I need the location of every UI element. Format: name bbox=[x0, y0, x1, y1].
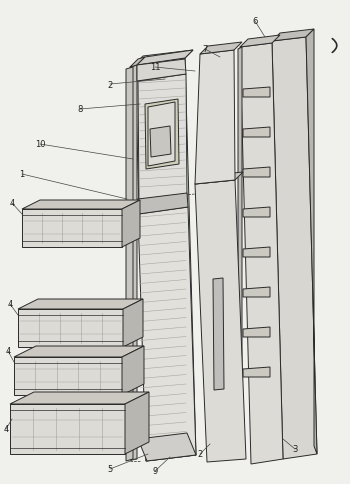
Polygon shape bbox=[138, 433, 196, 461]
Polygon shape bbox=[10, 404, 125, 454]
Polygon shape bbox=[10, 392, 149, 404]
Polygon shape bbox=[200, 43, 242, 55]
Text: 5: 5 bbox=[107, 465, 113, 473]
Polygon shape bbox=[123, 300, 143, 348]
Polygon shape bbox=[150, 127, 171, 158]
Polygon shape bbox=[243, 208, 270, 217]
Polygon shape bbox=[138, 194, 188, 214]
Text: 11: 11 bbox=[150, 63, 160, 72]
Text: 8: 8 bbox=[77, 106, 83, 114]
Polygon shape bbox=[22, 210, 122, 247]
Polygon shape bbox=[137, 51, 193, 66]
Polygon shape bbox=[135, 51, 193, 65]
Text: 4: 4 bbox=[4, 424, 9, 434]
Polygon shape bbox=[122, 346, 144, 395]
Polygon shape bbox=[272, 30, 314, 42]
Text: 4: 4 bbox=[5, 347, 10, 356]
Polygon shape bbox=[14, 346, 144, 357]
Text: 9: 9 bbox=[152, 467, 158, 475]
Polygon shape bbox=[18, 300, 143, 309]
Text: 4: 4 bbox=[7, 300, 13, 309]
Polygon shape bbox=[195, 51, 235, 184]
Polygon shape bbox=[148, 103, 175, 166]
Polygon shape bbox=[22, 200, 140, 210]
Polygon shape bbox=[138, 208, 196, 461]
Polygon shape bbox=[243, 128, 270, 138]
Polygon shape bbox=[243, 88, 270, 98]
Polygon shape bbox=[195, 181, 246, 462]
Polygon shape bbox=[243, 327, 270, 337]
Text: 2: 2 bbox=[197, 450, 203, 458]
Text: 3: 3 bbox=[292, 445, 298, 454]
Text: 10: 10 bbox=[35, 140, 45, 149]
Polygon shape bbox=[122, 200, 140, 247]
Polygon shape bbox=[243, 247, 270, 257]
Text: 2: 2 bbox=[107, 80, 113, 90]
Polygon shape bbox=[130, 66, 137, 460]
Polygon shape bbox=[130, 58, 145, 68]
Polygon shape bbox=[195, 173, 243, 184]
Polygon shape bbox=[272, 38, 317, 459]
Polygon shape bbox=[213, 278, 224, 390]
Polygon shape bbox=[240, 44, 283, 464]
Polygon shape bbox=[137, 60, 186, 82]
Polygon shape bbox=[240, 36, 280, 48]
Text: 1: 1 bbox=[19, 170, 25, 179]
Polygon shape bbox=[18, 309, 123, 348]
Polygon shape bbox=[138, 75, 187, 207]
Polygon shape bbox=[145, 100, 179, 170]
Text: 4: 4 bbox=[9, 199, 15, 208]
Text: 6: 6 bbox=[252, 17, 258, 27]
Polygon shape bbox=[243, 367, 270, 377]
Polygon shape bbox=[135, 59, 196, 461]
Polygon shape bbox=[238, 48, 242, 457]
Polygon shape bbox=[14, 357, 122, 395]
Polygon shape bbox=[243, 167, 270, 178]
Polygon shape bbox=[125, 392, 149, 454]
Polygon shape bbox=[126, 68, 133, 461]
Text: 7: 7 bbox=[202, 45, 208, 54]
Polygon shape bbox=[243, 287, 270, 297]
Polygon shape bbox=[306, 30, 317, 454]
